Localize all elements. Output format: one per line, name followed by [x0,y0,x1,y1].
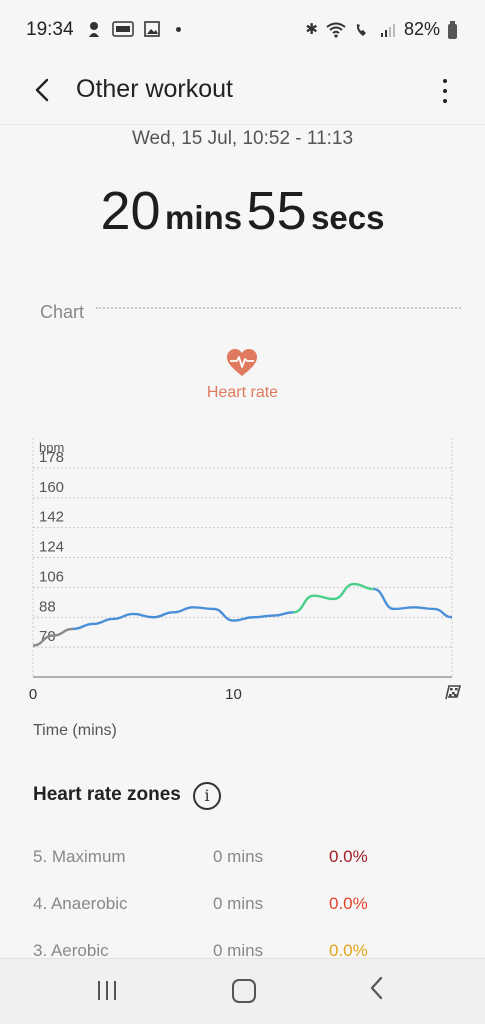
workout-duration: 20 mins 55 secs [0,180,485,242]
zone-name: 3. Aerobic [33,941,109,960]
more-options-icon [443,79,447,83]
heart-rate-line-end [373,587,453,619]
home-button[interactable] [232,979,256,1003]
time-axis-label: Time (mins) [33,722,117,739]
finish-flag-icon [445,685,462,700]
zone-name: 5. Maximum [33,847,126,866]
zone-percent: 0.0% [329,847,368,866]
section-divider [96,307,461,309]
duration-seconds-value: 55 [246,181,307,241]
duration-minutes-value: 20 [100,181,161,241]
app-header: Other workout [0,62,485,124]
bluetooth-icon: ✱ [305,20,318,38]
nav-back-button[interactable] [368,975,384,1008]
heart-rate-line-low [32,627,74,647]
duration-seconds-unit: secs [311,199,385,236]
back-icon [370,976,383,1000]
back-button[interactable] [28,74,58,106]
zones-title: Heart rate zones [33,784,181,805]
page-title: Other workout [76,75,234,103]
app-notification-icon [89,22,99,37]
heart-rate-label: Heart rate [206,384,279,401]
header-divider [0,124,485,125]
zone-time: 0 mins [213,941,264,960]
zone-percent: 0.0% [329,894,368,913]
duration-minutes-unit: mins [165,199,243,236]
heart-rate-line-mid [73,606,294,631]
x-tick-label: 0 [29,686,37,703]
recent-apps-button[interactable] [98,981,116,1000]
workout-date: Wed, 15 Jul, 10:52 - 11:13 [131,128,354,149]
y-tick-label: 124 [39,539,64,556]
y-axis-label: bpm [39,440,64,455]
heart-rate-icon [227,349,257,376]
dot-icon [176,26,181,32]
zone-time: 0 mins [213,894,264,913]
signal-icon [380,23,395,37]
news-icon [112,21,134,37]
chart-section-label: Chart [40,302,85,322]
status-right-icons: ✱ 82% [305,19,457,40]
wifi-call-icon [356,23,366,36]
y-tick-label: 88 [39,598,56,615]
back-arrow-icon [35,78,49,102]
battery-icon [448,21,457,39]
y-tick-label: 178 [39,449,64,466]
y-tick-label: 160 [39,479,64,496]
zone-percent: 0.0% [329,941,368,960]
navigation-bar [0,958,485,1024]
status-time: 19:34 [26,19,74,40]
y-tick-label: 106 [39,568,64,585]
info-icon[interactable]: i [193,782,221,810]
zone-name: 4. Anaerobic [33,894,128,913]
heart-rate-line-high [293,582,374,614]
status-left-icons [86,20,181,38]
zone-time: 0 mins [213,847,264,866]
more-options-button[interactable] [435,76,455,106]
wifi-icon [326,22,346,38]
status-bar: 19:34 ✱ 82% [0,0,485,62]
y-tick-label: 142 [39,509,64,526]
x-tick-label: 10 [225,686,242,703]
battery-percent: 82% [403,19,440,39]
gallery-icon [144,21,160,37]
